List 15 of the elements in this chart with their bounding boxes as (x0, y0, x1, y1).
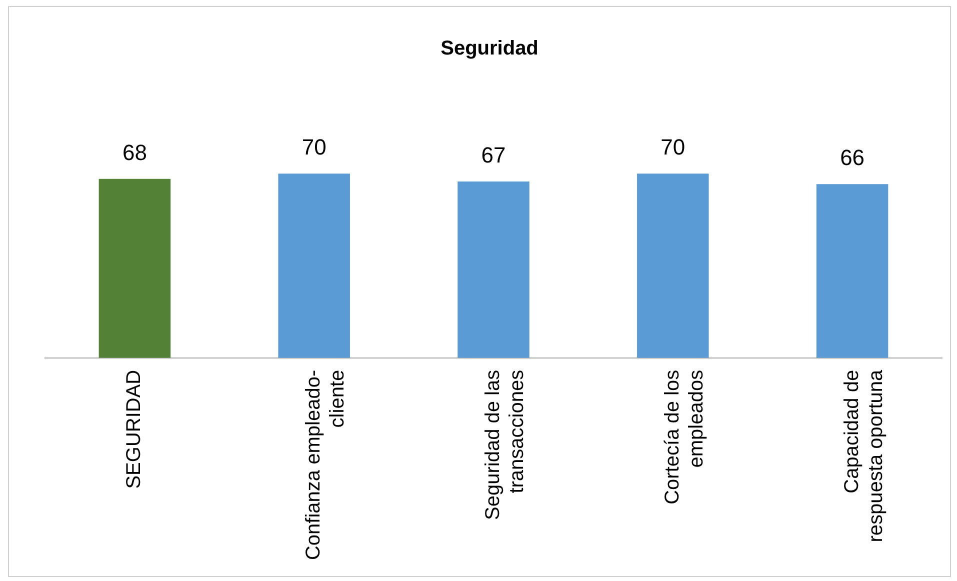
bar (637, 174, 709, 358)
data-label: 70 (660, 134, 686, 160)
data-label: 67 (481, 142, 506, 168)
data-label: 66 (840, 145, 865, 170)
bar (98, 178, 171, 358)
bar (816, 184, 888, 358)
bar (278, 174, 350, 358)
data-label: 68 (122, 140, 147, 165)
x-tick-label: Cortecía de los empleados (661, 370, 708, 504)
bar (458, 182, 530, 358)
x-tick-label: SEGURIDAD (123, 370, 146, 489)
x-tick-label: Seguridad de las transacciones (482, 370, 528, 520)
chart-title: Seguridad (440, 38, 538, 60)
x-tick-label: Confianza empleado-cliente (302, 370, 349, 560)
data-label: 70 (302, 134, 326, 160)
